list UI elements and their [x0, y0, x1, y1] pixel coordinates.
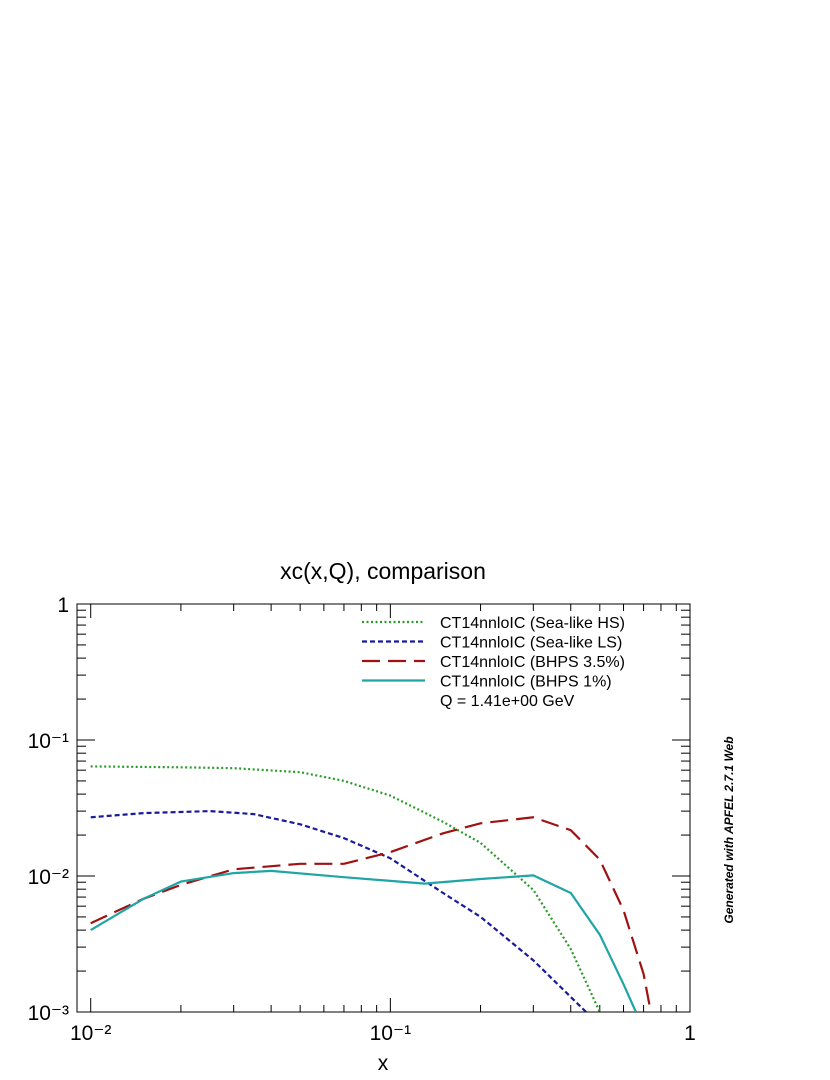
x-tick-label: 1 [684, 1022, 696, 1045]
y-tick-label: 10⁻¹ [28, 730, 69, 753]
side-note: Generated with APFEL 2.7.1 Web [722, 736, 736, 923]
legend-label: CT14nnloIC (Sea-like LS) [440, 635, 622, 652]
y-tick-label: 10⁻³ [28, 1002, 69, 1025]
plot-lines [90, 765, 652, 1012]
x-tick-label: 10⁻¹ [370, 1022, 411, 1045]
x-tick-label: 10⁻² [70, 1022, 111, 1045]
series-line [90, 869, 637, 1012]
series-line [90, 816, 652, 1012]
chart-title: xc(x,Q), comparison [280, 558, 486, 584]
legend-label: CT14nnloIC (BHPS 1%) [440, 674, 612, 691]
y-tick-label: 10⁻² [28, 866, 69, 889]
legend-label: CT14nnloIC (Sea-like HS) [440, 615, 625, 632]
annotation: Q = 1.41e+00 GeV [440, 693, 575, 710]
series-line [90, 809, 587, 1012]
plot-frame [76, 603, 691, 1013]
series-line [90, 765, 601, 1012]
y-tick-label: 1 [57, 594, 69, 617]
legend-label: CT14nnloIC (BHPS 3.5%) [440, 654, 625, 671]
x-axis-label: x [378, 1052, 389, 1075]
